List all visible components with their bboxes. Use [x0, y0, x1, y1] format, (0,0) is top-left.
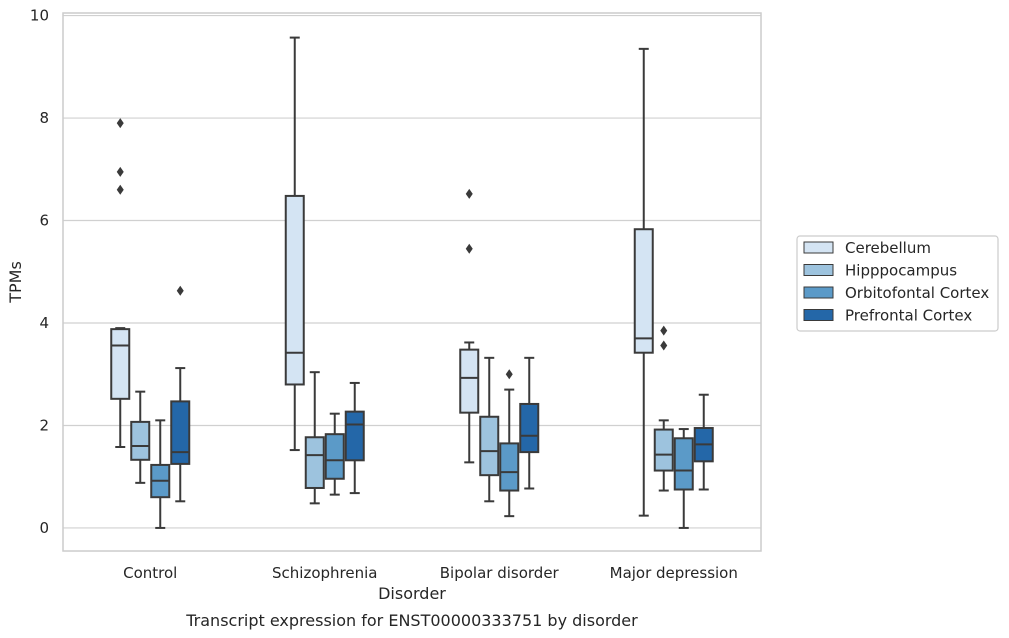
box-iqr	[653, 428, 674, 472]
legend-label: Cerebellum	[845, 239, 931, 257]
legend-label: Prefrontal Cortex	[845, 307, 972, 325]
x-tick-label: Bipolar disorder	[440, 564, 560, 582]
box-1-0	[284, 36, 305, 452]
outlier-point	[116, 184, 124, 195]
outlier-point	[116, 118, 124, 129]
y-tick-label: 6	[39, 212, 49, 230]
outlier-point	[660, 340, 668, 351]
legend-label: Hipppocampus	[845, 262, 957, 280]
box-3-3	[693, 393, 714, 491]
box-iqr	[130, 420, 151, 461]
legend-swatch	[803, 241, 834, 254]
box-iqr	[459, 348, 480, 414]
legend-swatch	[803, 286, 834, 299]
legend-label: Orbitofontal Cortex	[845, 284, 989, 302]
box-iqr	[304, 436, 325, 489]
box-iqr	[673, 437, 694, 491]
box-0-1	[130, 390, 151, 484]
x-axis-label: Disorder	[378, 584, 446, 603]
box-iqr	[633, 228, 654, 354]
outlier-point	[505, 369, 513, 380]
x-tick-label: Control	[123, 564, 177, 582]
legend-swatch	[803, 309, 834, 321]
x-tick-label: Schizophrenia	[272, 564, 377, 582]
outlier-point	[465, 243, 473, 254]
y-axis-label: TPMs	[6, 261, 25, 304]
legend-swatch	[803, 264, 834, 276]
x-tick-label: Major depression	[610, 564, 738, 582]
outlier-point	[116, 166, 124, 177]
box-3-1	[653, 325, 674, 492]
chart-caption: Transcript expression for ENST0000033375…	[185, 611, 638, 630]
box-iqr	[519, 402, 540, 454]
box-2-2	[499, 369, 520, 518]
y-tick-label: 10	[30, 7, 49, 25]
box-3-2	[673, 428, 694, 529]
boxes	[110, 36, 714, 529]
box-iqr	[324, 433, 345, 480]
plot-area-frame	[62, 12, 762, 552]
box-0-3	[170, 285, 191, 503]
box-iqr	[110, 328, 131, 400]
x-tick-labels: Control Schizophrenia Bipolar disorder Majo…	[123, 564, 738, 582]
box-1-1	[304, 371, 325, 505]
box-1-2	[324, 412, 345, 496]
box-iqr	[284, 194, 305, 386]
y-tick-label: 2	[39, 416, 49, 434]
outlier-point	[176, 285, 184, 296]
box-1-3	[344, 381, 365, 495]
box-iqr	[344, 410, 365, 462]
outlier-point	[465, 188, 473, 199]
box-0-2	[150, 419, 171, 529]
y-tick-label: 8	[39, 109, 49, 127]
legend: Cerebellum Hipppocampus Orbitofontal Corte…	[796, 235, 999, 332]
outlier-point	[660, 325, 668, 336]
box-2-3	[519, 356, 540, 490]
box-iqr	[170, 400, 191, 465]
box-0-0	[110, 118, 131, 448]
y-tick-labels: 0 2 4 6 8 10	[30, 7, 49, 537]
box-2-0	[459, 188, 480, 464]
legend-frame	[796, 235, 999, 332]
box-iqr	[479, 415, 500, 477]
box-2-1	[479, 356, 500, 503]
y-tick-label: 4	[39, 314, 49, 332]
y-tick-label: 0	[39, 519, 49, 537]
box-iqr	[499, 442, 520, 492]
box-3-0	[633, 47, 654, 517]
